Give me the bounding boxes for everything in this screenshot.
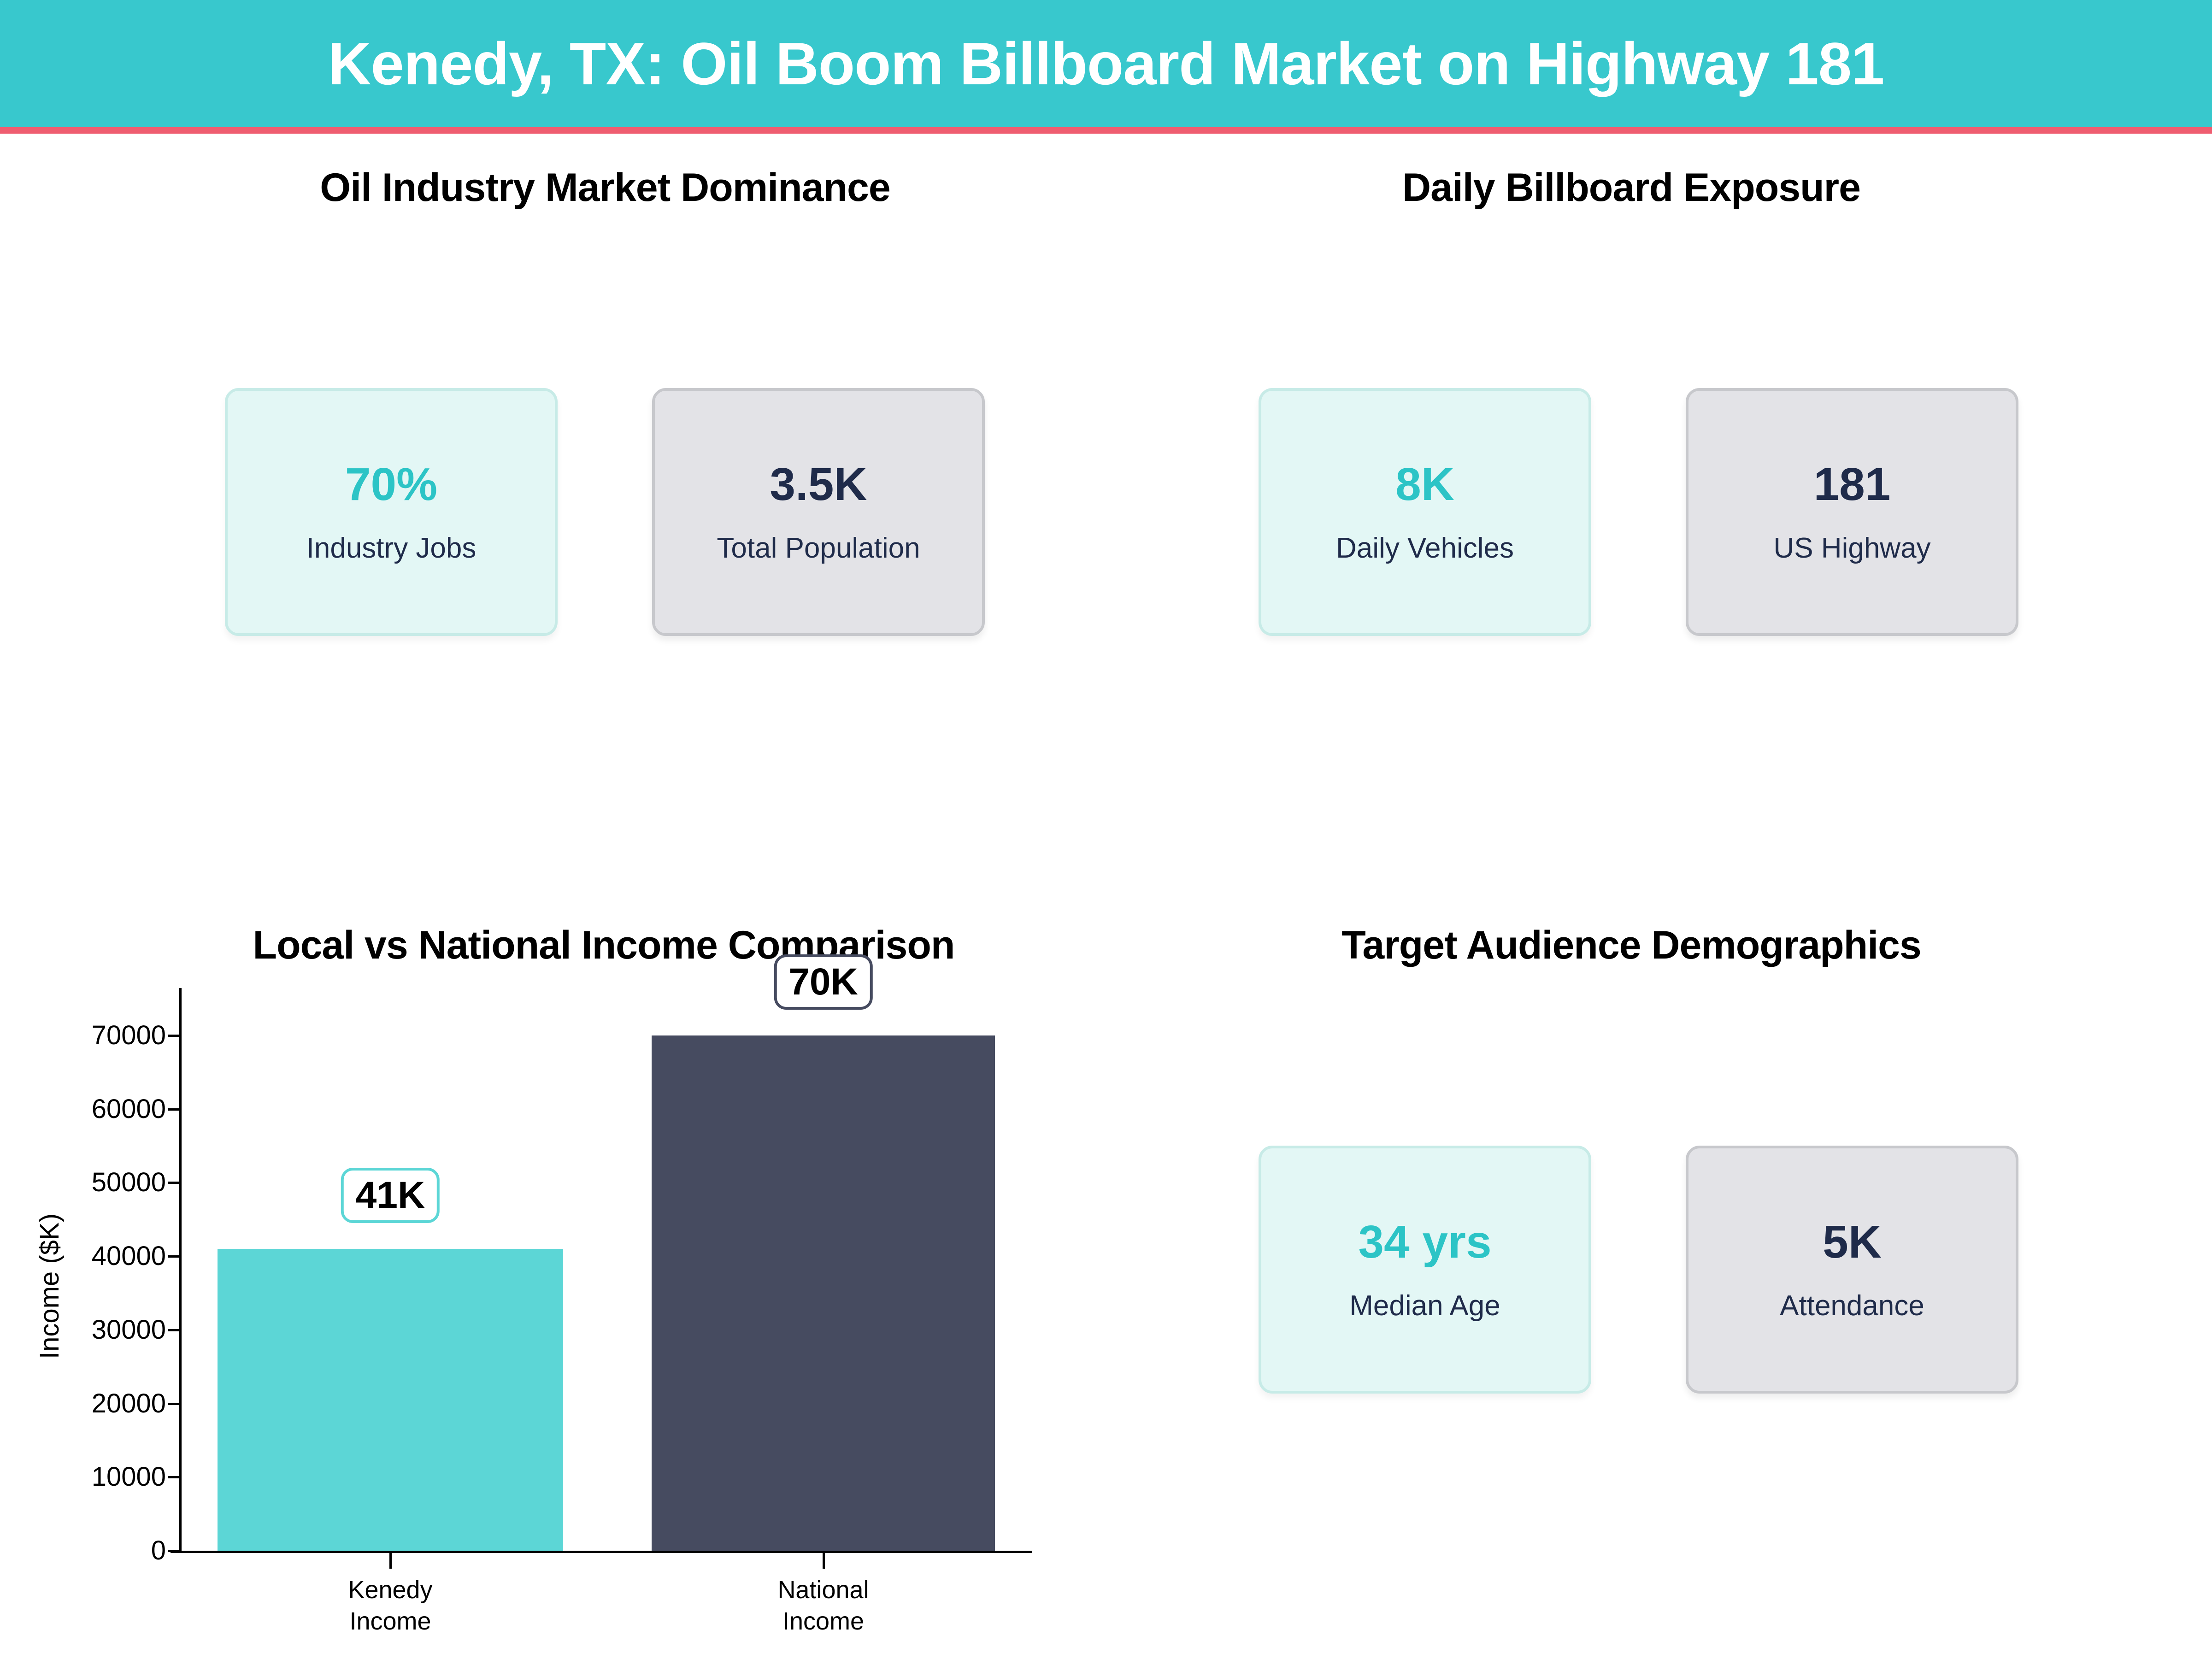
bar-kenedy — [218, 1249, 563, 1551]
page-title: Kenedy, TX: Oil Boom Billboard Market on… — [328, 30, 1885, 97]
y-tick-label: 30000 — [91, 1314, 166, 1345]
stat-label: Daily Vehicles — [1336, 532, 1514, 564]
stat-value: 8K — [1395, 459, 1454, 510]
y-tick-label: 50000 — [91, 1167, 166, 1198]
x-tick-mark — [389, 1553, 392, 1569]
stat-card-industry-jobs: 70% Industry Jobs — [225, 388, 558, 636]
y-tick-mark — [168, 1108, 179, 1111]
x-axis-line — [171, 1551, 1032, 1553]
stat-card-us-highway: 181 US Highway — [1686, 388, 2018, 636]
stat-card-daily-vehicles: 8K Daily Vehicles — [1259, 388, 1591, 636]
stat-value: 181 — [1813, 459, 1891, 510]
y-tick-mark — [168, 1255, 179, 1258]
y-tick-mark — [168, 1402, 179, 1405]
y-axis-label: Income ($K) — [35, 1213, 65, 1359]
stat-label: US Highway — [1773, 532, 1931, 564]
y-tick-mark — [168, 1329, 179, 1331]
header-banner: Kenedy, TX: Oil Boom Billboard Market on… — [0, 0, 2212, 127]
panel-title-billboard-exposure: Daily Billboard Exposure — [1402, 165, 1861, 210]
stat-label: Total Population — [717, 532, 920, 564]
stat-label: Industry Jobs — [306, 532, 477, 564]
x-tick-label-line: Income — [349, 1607, 431, 1635]
stat-card-attendance: 5K Attendance — [1686, 1146, 2018, 1394]
y-tick-mark — [168, 1476, 179, 1479]
stat-label: Attendance — [1780, 1290, 1924, 1322]
x-tick-label-line: National — [777, 1576, 869, 1604]
y-tick-label: 40000 — [91, 1241, 166, 1271]
bar-national — [652, 1035, 995, 1551]
bar-value-annotation: 41K — [341, 1168, 440, 1224]
stat-value: 3.5K — [770, 459, 867, 510]
panel-title-demographics: Target Audience Demographics — [1341, 923, 1922, 967]
y-tick-label: 70000 — [91, 1020, 166, 1050]
x-tick-mark — [822, 1553, 825, 1569]
stat-label: Median Age — [1349, 1290, 1500, 1322]
billboard-exposure-cards: 8K Daily Vehicles 181 US Highway — [1259, 388, 2018, 636]
y-tick-label: 10000 — [91, 1462, 166, 1492]
y-tick-mark — [168, 1550, 179, 1552]
panel-title-oil-dominance: Oil Industry Market Dominance — [320, 165, 890, 210]
x-tick-label-line: Kenedy — [348, 1576, 433, 1604]
stat-value: 70% — [345, 459, 438, 510]
stat-card-total-population: 3.5K Total Population — [652, 388, 985, 636]
x-tick-label-line: Income — [782, 1607, 865, 1635]
y-tick-label: 20000 — [91, 1388, 166, 1418]
y-tick-label: 0 — [151, 1535, 166, 1565]
y-tick-mark — [168, 1035, 179, 1037]
stat-value: 34 yrs — [1358, 1216, 1492, 1268]
x-tick-label: National Income — [704, 1574, 943, 1637]
demographics-cards: 34 yrs Median Age 5K Attendance — [1259, 1146, 2018, 1394]
y-tick-mark — [168, 1182, 179, 1184]
header-underline — [0, 127, 2212, 134]
y-tick-label: 60000 — [91, 1094, 166, 1124]
chart-title: Local vs National Income Comparison — [253, 923, 955, 967]
stat-card-median-age: 34 yrs Median Age — [1259, 1146, 1591, 1394]
stat-value: 5K — [1823, 1216, 1882, 1268]
oil-dominance-cards: 70% Industry Jobs 3.5K Total Population — [225, 388, 985, 636]
x-tick-label: Kenedy Income — [271, 1574, 510, 1637]
y-axis-line — [179, 988, 182, 1553]
